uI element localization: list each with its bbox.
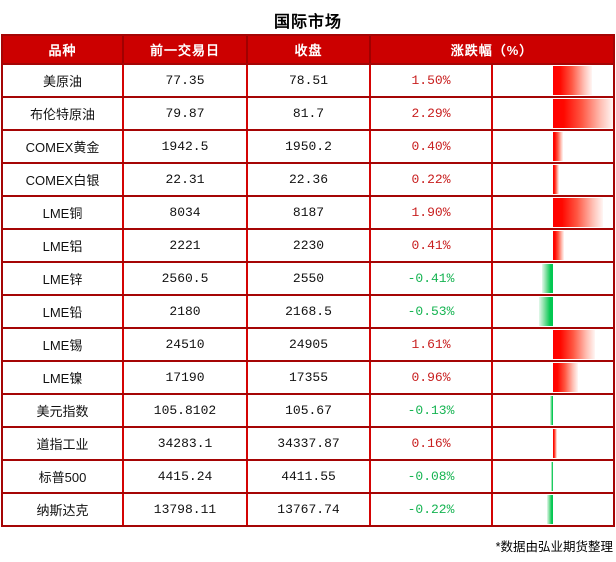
instrument-name: COMEX黄金: [3, 131, 124, 162]
change-percent: -0.13%: [371, 395, 493, 426]
close-value: 2230: [248, 230, 371, 261]
change-databar-cell: [493, 263, 613, 294]
instrument-name: 美原油: [3, 65, 124, 96]
change-databar: [542, 264, 553, 293]
change-percent: 2.29%: [371, 98, 493, 129]
change-databar-cell: [493, 329, 613, 360]
instrument-name: LME铝: [3, 230, 124, 261]
change-percent: 1.61%: [371, 329, 493, 360]
change-databar-cell: [493, 296, 613, 327]
instrument-name: LME镍: [3, 362, 124, 393]
change-databar: [553, 66, 593, 95]
instrument-name: COMEX白银: [3, 164, 124, 195]
prev-close-value: 22.31: [124, 164, 248, 195]
change-databar-cell: [493, 461, 613, 492]
change-percent: 0.16%: [371, 428, 493, 459]
close-value: 105.67: [248, 395, 371, 426]
prev-close-value: 4415.24: [124, 461, 248, 492]
prev-close-value: 17190: [124, 362, 248, 393]
change-percent: 1.90%: [371, 197, 493, 228]
instrument-name: 纳斯达克: [3, 494, 124, 525]
prev-close-value: 1942.5: [124, 131, 248, 162]
change-databar: [553, 99, 613, 128]
instrument-name: 布伦特原油: [3, 98, 124, 129]
prev-close-value: 2560.5: [124, 263, 248, 294]
change-percent: -0.53%: [371, 296, 493, 327]
close-value: 17355: [248, 362, 371, 393]
instrument-name: 美元指数: [3, 395, 124, 426]
change-percent: 0.41%: [371, 230, 493, 261]
close-value: 4411.55: [248, 461, 371, 492]
close-value: 22.36: [248, 164, 371, 195]
change-databar: [539, 297, 553, 326]
instrument-name: LME铅: [3, 296, 124, 327]
prev-close-value: 34283.1: [124, 428, 248, 459]
change-databar-cell: [493, 230, 613, 261]
prev-close-value: 77.35: [124, 65, 248, 96]
change-databar-cell: [493, 164, 613, 195]
prev-close-value: 2221: [124, 230, 248, 261]
prev-close-value: 24510: [124, 329, 248, 360]
instrument-name: 标普500: [3, 461, 124, 492]
change-databar-cell: [493, 98, 613, 129]
change-databar-cell: [493, 65, 613, 96]
prev-close-value: 8034: [124, 197, 248, 228]
close-value: 24905: [248, 329, 371, 360]
instrument-name: 道指工业: [3, 428, 124, 459]
close-value: 34337.87: [248, 428, 371, 459]
change-databar: [549, 396, 553, 425]
change-databar-cell: [493, 362, 613, 393]
change-databar: [553, 132, 564, 161]
change-percent: -0.22%: [371, 494, 493, 525]
change-databar: [550, 462, 553, 491]
change-databar-cell: [493, 131, 613, 162]
col-header-variety: 品种: [3, 36, 124, 63]
close-value: 2550: [248, 263, 371, 294]
change-databar: [553, 165, 559, 194]
change-percent: 0.22%: [371, 164, 493, 195]
change-databar: [553, 330, 596, 359]
close-value: 13767.74: [248, 494, 371, 525]
close-value: 8187: [248, 197, 371, 228]
prev-close-value: 79.87: [124, 98, 248, 129]
data-source-note: *数据由弘业期货整理: [495, 540, 613, 554]
instrument-name: LME铜: [3, 197, 124, 228]
col-header-close: 收盘: [248, 36, 371, 63]
close-value: 78.51: [248, 65, 371, 96]
col-header-change-percent: 涨跌幅（%）: [371, 36, 613, 63]
change-percent: 0.40%: [371, 131, 493, 162]
change-percent: -0.41%: [371, 263, 493, 294]
page-title: 国际市场: [273, 14, 342, 31]
change-databar-cell: [493, 395, 613, 426]
close-value: 2168.5: [248, 296, 371, 327]
change-databar-cell: [493, 494, 613, 525]
change-databar: [553, 231, 564, 260]
change-percent: 1.50%: [371, 65, 493, 96]
close-value: 81.7: [248, 98, 371, 129]
change-percent: 0.96%: [371, 362, 493, 393]
market-table: 品种 前一交易日 收盘 涨跌幅（%） 美原油 77.35 78.51 1.50%…: [1, 34, 615, 527]
prev-close-value: 105.8102: [124, 395, 248, 426]
close-value: 1950.2: [248, 131, 371, 162]
change-databar-cell: [493, 197, 613, 228]
change-databar-cell: [493, 428, 613, 459]
change-databar: [547, 495, 553, 524]
change-databar: [553, 429, 558, 458]
instrument-name: LME锌: [3, 263, 124, 294]
change-percent: -0.08%: [371, 461, 493, 492]
instrument-name: LME锡: [3, 329, 124, 360]
col-header-prev-close: 前一交易日: [124, 36, 248, 63]
change-databar: [553, 198, 603, 227]
prev-close-value: 13798.11: [124, 494, 248, 525]
prev-close-value: 2180: [124, 296, 248, 327]
change-databar: [553, 363, 579, 392]
